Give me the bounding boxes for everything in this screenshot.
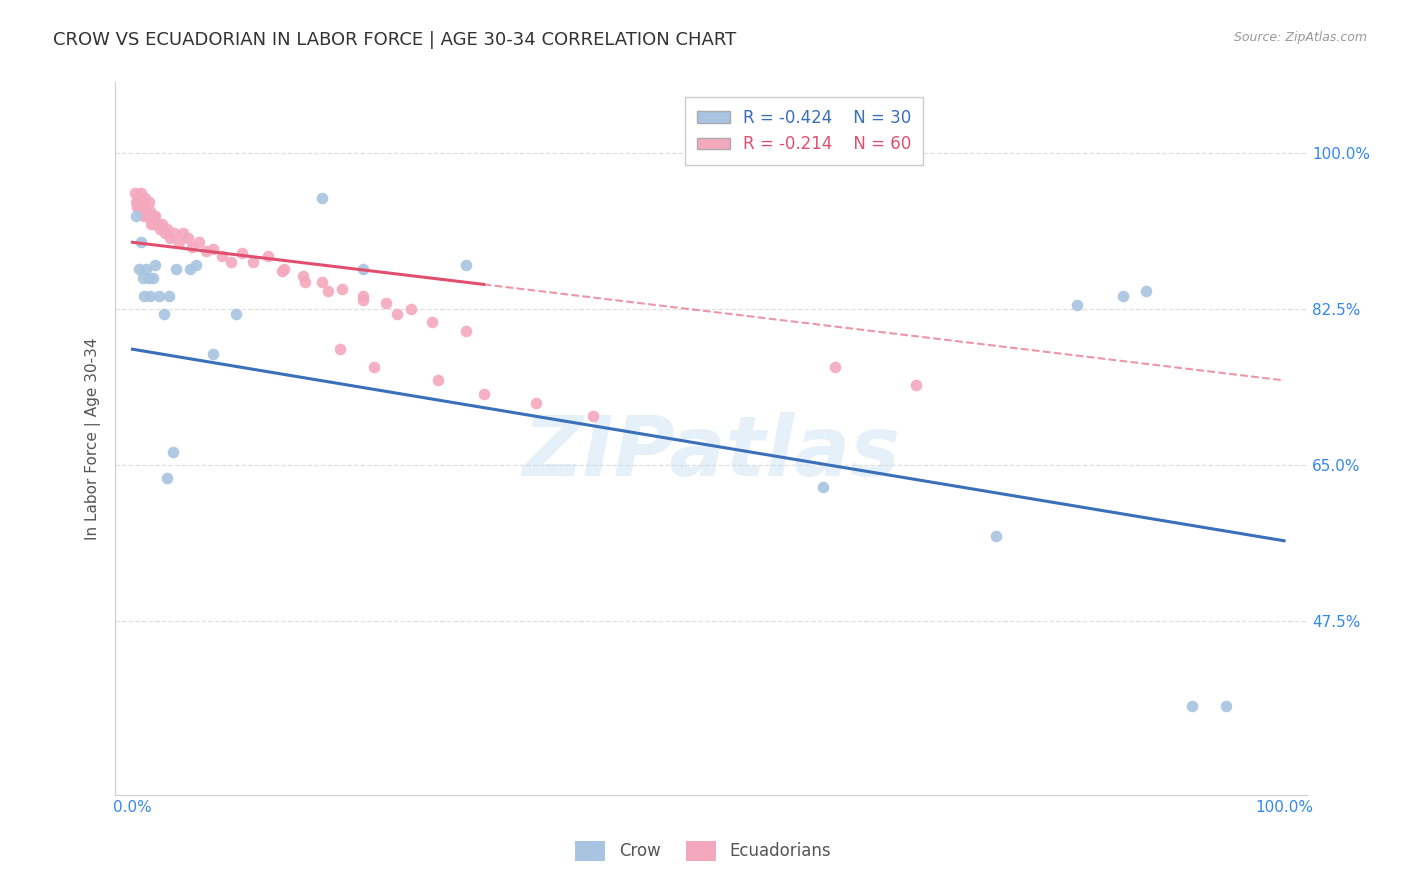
Crow xyxy=(129,235,152,250)
Ecuadorians xyxy=(124,186,146,201)
Ecuadorians xyxy=(472,386,495,401)
Crow xyxy=(813,480,835,494)
Crow xyxy=(225,307,247,321)
Crow xyxy=(1066,298,1088,312)
Ecuadorians xyxy=(172,227,194,241)
Ecuadorians xyxy=(374,296,396,310)
Crow xyxy=(184,258,207,272)
Ecuadorians xyxy=(125,200,148,214)
Ecuadorians xyxy=(291,269,314,284)
Ecuadorians xyxy=(152,218,174,232)
Ecuadorians xyxy=(420,316,443,330)
Crow xyxy=(132,271,155,285)
Crow xyxy=(135,262,157,277)
Ecuadorians xyxy=(132,204,155,219)
Ecuadorians xyxy=(177,231,200,245)
Ecuadorians xyxy=(271,264,294,278)
Legend: R = -0.424    N = 30, R = -0.214    N = 60: R = -0.424 N = 30, R = -0.214 N = 60 xyxy=(685,97,924,165)
Ecuadorians xyxy=(257,249,280,263)
Legend: Crow, Ecuadorians: Crow, Ecuadorians xyxy=(569,834,837,868)
Ecuadorians xyxy=(904,377,927,392)
Crow xyxy=(984,529,1007,543)
Ecuadorians xyxy=(153,227,176,241)
Ecuadorians xyxy=(128,200,150,214)
Ecuadorians xyxy=(273,262,295,277)
Ecuadorians xyxy=(211,249,233,263)
Crow xyxy=(125,209,148,223)
Ecuadorians xyxy=(456,325,478,339)
Crow xyxy=(456,258,478,272)
Ecuadorians xyxy=(399,302,422,317)
Ecuadorians xyxy=(311,276,333,290)
Crow xyxy=(352,262,374,277)
Ecuadorians xyxy=(142,218,165,232)
Crow xyxy=(179,262,201,277)
Ecuadorians xyxy=(316,285,339,299)
Ecuadorians xyxy=(163,227,186,241)
Ecuadorians xyxy=(138,195,160,210)
Ecuadorians xyxy=(143,209,166,223)
Ecuadorians xyxy=(131,195,153,210)
Crow xyxy=(1112,289,1135,303)
Text: Source: ZipAtlas.com: Source: ZipAtlas.com xyxy=(1233,31,1367,45)
Crow xyxy=(148,289,170,303)
Ecuadorians xyxy=(221,255,243,269)
Crow xyxy=(132,289,155,303)
Ecuadorians xyxy=(149,222,172,236)
Ecuadorians xyxy=(231,246,253,260)
Crow xyxy=(165,262,187,277)
Ecuadorians xyxy=(136,209,159,223)
Y-axis label: In Labor Force | Age 30-34: In Labor Force | Age 30-34 xyxy=(86,337,101,540)
Text: ZIPatlas: ZIPatlas xyxy=(522,412,900,493)
Crow xyxy=(145,258,167,272)
Ecuadorians xyxy=(138,204,160,219)
Crow xyxy=(157,289,180,303)
Ecuadorians xyxy=(139,218,162,232)
Crow xyxy=(202,346,225,360)
Ecuadorians xyxy=(195,244,218,259)
Ecuadorians xyxy=(135,200,157,214)
Ecuadorians xyxy=(134,191,156,205)
Crow xyxy=(1215,698,1237,713)
Ecuadorians xyxy=(156,222,179,236)
Ecuadorians xyxy=(145,209,167,223)
Crow xyxy=(152,307,174,321)
Ecuadorians xyxy=(167,235,190,250)
Ecuadorians xyxy=(524,395,547,409)
Ecuadorians xyxy=(242,255,264,269)
Ecuadorians xyxy=(582,409,605,423)
Crow xyxy=(162,444,184,458)
Ecuadorians xyxy=(294,276,316,290)
Ecuadorians xyxy=(352,293,374,308)
Crow xyxy=(138,289,160,303)
Ecuadorians xyxy=(329,342,352,356)
Ecuadorians xyxy=(188,235,211,250)
Ecuadorians xyxy=(132,209,155,223)
Ecuadorians xyxy=(125,195,148,210)
Ecuadorians xyxy=(129,186,152,201)
Ecuadorians xyxy=(202,243,225,257)
Ecuadorians xyxy=(159,231,181,245)
Crow xyxy=(311,191,333,205)
Crow xyxy=(156,471,179,485)
Crow xyxy=(128,262,150,277)
Ecuadorians xyxy=(181,240,204,254)
Ecuadorians xyxy=(127,191,149,205)
Ecuadorians xyxy=(146,218,169,232)
Crow xyxy=(1181,698,1204,713)
Ecuadorians xyxy=(387,307,409,321)
Ecuadorians xyxy=(352,289,374,303)
Ecuadorians xyxy=(363,359,385,374)
Ecuadorians xyxy=(330,282,353,296)
Text: CROW VS ECUADORIAN IN LABOR FORCE | AGE 30-34 CORRELATION CHART: CROW VS ECUADORIAN IN LABOR FORCE | AGE … xyxy=(53,31,737,49)
Crow xyxy=(142,271,165,285)
Ecuadorians xyxy=(824,359,846,374)
Crow xyxy=(1135,285,1157,299)
Ecuadorians xyxy=(426,373,449,387)
Ecuadorians xyxy=(141,209,163,223)
Crow xyxy=(138,271,160,285)
